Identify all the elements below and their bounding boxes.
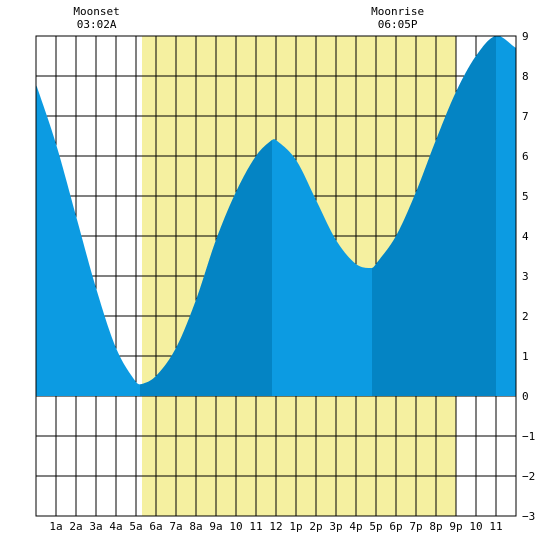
moon-event-time: 06:05P (378, 18, 418, 31)
y-tick-label: −2 (522, 470, 535, 483)
x-tick-label: 9a (209, 520, 222, 533)
y-tick-label: 7 (522, 110, 529, 123)
x-tick-label: 2a (69, 520, 82, 533)
y-tick-label: 8 (522, 70, 529, 83)
x-tick-label: 8a (189, 520, 202, 533)
x-tick-label: 12 (269, 520, 282, 533)
tide-area-dark (140, 140, 272, 396)
x-tick-label: 5p (369, 520, 382, 533)
tide-area-dark (372, 36, 496, 396)
y-tick-label: 6 (522, 150, 529, 163)
y-tick-label: 1 (522, 350, 529, 363)
tide-area (36, 35, 516, 396)
x-tick-label: 6p (389, 520, 402, 533)
chart-frame (35, 35, 517, 517)
moon-event-label: Moonset (73, 5, 119, 18)
x-tick-label: 3p (329, 520, 342, 533)
x-tick-label: 2p (309, 520, 322, 533)
y-tick-label: 5 (522, 190, 529, 203)
x-tick-label: 10 (229, 520, 242, 533)
y-tick-label: 0 (522, 390, 529, 403)
y-tick-label: 3 (522, 270, 529, 283)
x-tick-label: 11 (249, 520, 262, 533)
x-tick-label: 1a (49, 520, 62, 533)
x-tick-label: 10 (469, 520, 482, 533)
x-tick-label: 8p (429, 520, 442, 533)
y-tick-label: 4 (522, 230, 529, 243)
chart-labels: 1a 2a 3a 4a 5a 6a 7a 8a 9a 10 11 12 1p 2p 3p 4p 5p 6p 7p 8p… (49, 5, 535, 533)
x-tick-label: 5a (129, 520, 142, 533)
x-tick-label: 9p (449, 520, 462, 533)
x-tick-label: 3a (89, 520, 102, 533)
chart-axes (35, 35, 517, 517)
y-tick-label: 2 (522, 310, 529, 323)
x-tick-label: 11 (489, 520, 502, 533)
moon-event-time: 03:02A (77, 18, 117, 31)
moon-event-label: Moonrise (371, 5, 424, 18)
y-tick-label: −1 (522, 430, 535, 443)
x-tick-label: 4a (109, 520, 122, 533)
x-tick-label: 7a (169, 520, 182, 533)
y-tick-label: 9 (522, 30, 529, 43)
x-tick-label: 6a (149, 520, 162, 533)
x-tick-label: 4p (349, 520, 362, 533)
y-tick-label: −3 (522, 510, 535, 523)
x-tick-label: 1p (289, 520, 302, 533)
x-tick-label: 7p (409, 520, 422, 533)
